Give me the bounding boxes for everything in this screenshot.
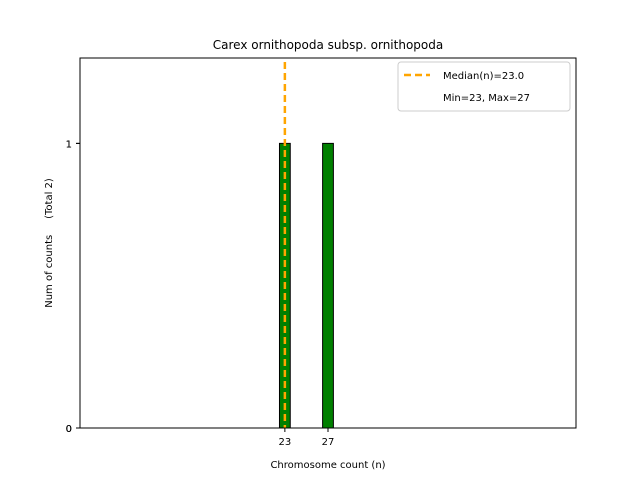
legend-range-label: Min=23, Max=27: [443, 93, 530, 104]
legend-median-label: Median(n)=23.0: [443, 71, 524, 82]
y-tick-label-0-0: 0: [66, 424, 72, 435]
x-axis: 23 27: [279, 428, 335, 448]
x-tick-label-27: 27: [322, 437, 335, 448]
x-tick-label-23: 23: [279, 437, 292, 448]
y-tick-label-0-1: 0: [66, 424, 72, 435]
y-tick-label-1-0: 1: [66, 139, 72, 150]
y-axis-label: Num of counts (Total 2): [44, 178, 55, 308]
y-tick-label-1-1: 1: [66, 139, 72, 150]
legend: Median(n)=23.0 Min=23, Max=27: [397, 61, 571, 112]
legend-box: [397, 61, 571, 112]
chart-title: Carex ornithopoda subsp. ornithopoda: [213, 38, 443, 52]
bar-27: [322, 142, 334, 429]
x-axis-label: Chromosome count (n): [270, 460, 385, 471]
